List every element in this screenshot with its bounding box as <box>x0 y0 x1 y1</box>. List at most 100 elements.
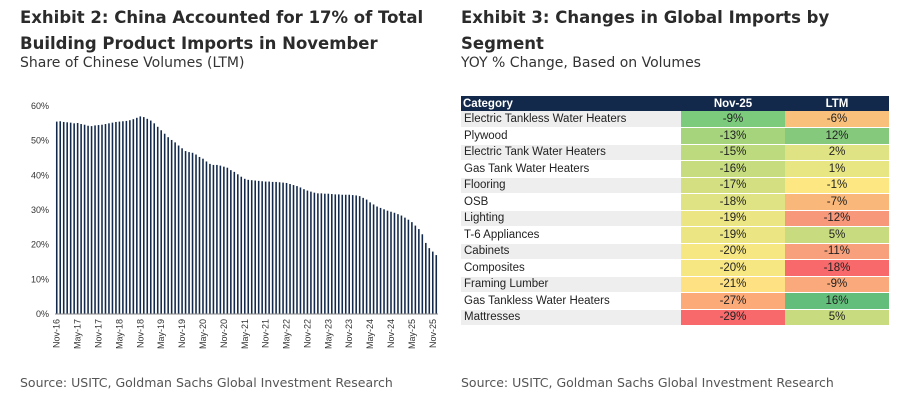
y-tick-label: 30% <box>31 205 49 215</box>
chart-bar <box>143 117 145 314</box>
chart-bar <box>181 148 183 314</box>
x-tick-label: May-20 <box>198 319 208 349</box>
chart-bar <box>205 161 208 314</box>
chart-bar <box>170 139 173 314</box>
chart-bar <box>383 209 385 314</box>
chart-bar <box>334 194 337 314</box>
x-tick-label: Nov-21 <box>261 319 271 348</box>
chart-bar <box>174 142 176 314</box>
chart-bar <box>285 182 288 314</box>
chart-bar <box>230 170 232 314</box>
y-tick-label: 20% <box>31 240 49 250</box>
chart-bar <box>257 180 260 314</box>
chart-bar <box>223 166 225 314</box>
chart-bar <box>104 124 107 314</box>
x-tick-label: Nov-25 <box>428 319 438 348</box>
chart-bar <box>160 130 162 314</box>
chart-bar <box>331 194 333 314</box>
chart-bar <box>240 176 243 314</box>
ltm-cell: 1% <box>785 160 889 178</box>
chart-bar <box>250 180 253 314</box>
chart-bar <box>292 185 295 314</box>
ltm-cell: -6% <box>785 111 889 128</box>
header-ltm: LTM <box>785 96 889 111</box>
chart-bar <box>369 202 371 314</box>
table-row: Electric Tankless Water Heaters -9% -6% <box>461 111 889 128</box>
category-cell: Mattresses <box>461 309 681 326</box>
chart-bar <box>66 122 68 314</box>
chart-bar <box>216 164 218 314</box>
chart-bar <box>365 199 368 314</box>
x-tick-label: Nov-18 <box>135 319 145 348</box>
nov25-cell: -15% <box>681 144 785 161</box>
chart-bar <box>139 116 142 315</box>
ltm-cell: -11% <box>785 243 889 260</box>
x-axis: Nov-16 May-17 Nov-17 May-18 Nov-18 May-19 Nov-… <box>52 319 438 349</box>
chart-bar <box>435 255 438 314</box>
x-tick-label: Nov-16 <box>52 319 62 348</box>
x-tick-label: Nov-24 <box>386 319 396 348</box>
y-axis: 0% 10% 20% 30% 40% 50% 60% <box>31 101 49 319</box>
chart-bar <box>69 122 72 314</box>
chart-bar <box>80 124 82 314</box>
chart-bar <box>122 121 124 314</box>
chart-bar <box>271 181 274 314</box>
category-cell: Electric Tankless Water Heaters <box>461 111 681 128</box>
chart-bar <box>282 182 284 314</box>
chart-bar <box>146 118 149 314</box>
chart-title: Exhibit 2: China Accounted for 17% of To… <box>20 8 424 53</box>
chart-bar <box>198 156 201 314</box>
chart-bar <box>324 193 326 314</box>
chart-bar <box>358 196 361 314</box>
ltm-cell: 2% <box>785 144 889 161</box>
chart-bar <box>386 210 389 314</box>
nov25-cell: -19% <box>681 210 785 227</box>
chart-bar <box>177 145 180 314</box>
chart-bar <box>428 248 431 314</box>
chart-bar <box>115 121 117 314</box>
table-row: Framing Lumber -21% -9% <box>461 276 889 293</box>
category-cell: Framing Lumber <box>461 276 681 293</box>
segment-table: Category Nov-25 LTM Electric Tankless Wa… <box>461 96 889 326</box>
chart-bar <box>348 194 350 314</box>
chart-bar <box>87 125 89 314</box>
nov25-cell: -17% <box>681 177 785 194</box>
y-tick-label: 60% <box>31 101 49 111</box>
table-row: Mattresses -29% 5% <box>461 309 889 326</box>
chart-bar <box>425 242 427 314</box>
chart-bar <box>376 206 378 314</box>
chart-bar <box>289 184 291 314</box>
chart-bar <box>261 181 263 314</box>
chart-bar <box>219 165 222 314</box>
table-title: Exhibit 3: Changes in Global Imports by … <box>461 8 830 53</box>
ltm-cell: -1% <box>785 177 889 194</box>
chart-bar <box>132 119 135 314</box>
nov25-cell: -21% <box>681 276 785 293</box>
chart-bar <box>101 124 103 314</box>
chart-bar <box>275 181 277 314</box>
chart-source: Source: USITC, Goldman Sachs Global Inve… <box>20 375 393 390</box>
chart-bar <box>404 217 406 314</box>
chart-bar <box>327 193 330 314</box>
chart-bar <box>125 120 128 314</box>
table-row: Plywood -13% 12% <box>461 127 889 145</box>
ltm-cell: 16% <box>785 292 889 310</box>
table-subtitle: YOY % Change, Based on Volumes <box>461 55 701 71</box>
chart-bar <box>313 192 316 314</box>
nov25-cell: -16% <box>681 160 785 178</box>
chart-bar <box>320 193 323 314</box>
chart-bar <box>397 214 399 314</box>
category-cell: Plywood <box>461 127 681 145</box>
chart-bar <box>94 125 96 314</box>
x-tick-label: May-22 <box>282 319 292 349</box>
chart-bar <box>73 123 75 314</box>
chart-subtitle: Share of Chinese Volumes (LTM) <box>20 55 245 71</box>
chart-bar <box>299 187 302 314</box>
table-source: Source: USITC, Goldman Sachs Global Inve… <box>461 375 834 390</box>
bar-chart: 0% 10% 20% 30% 40% 50% 60% Nov-16 May-17 Nov-17 M… <box>31 101 438 349</box>
ltm-cell: 5% <box>785 226 889 244</box>
chart-bar <box>414 225 417 314</box>
chart-bar <box>83 124 86 314</box>
chart-bar <box>379 207 382 314</box>
chart-bar <box>400 215 403 314</box>
